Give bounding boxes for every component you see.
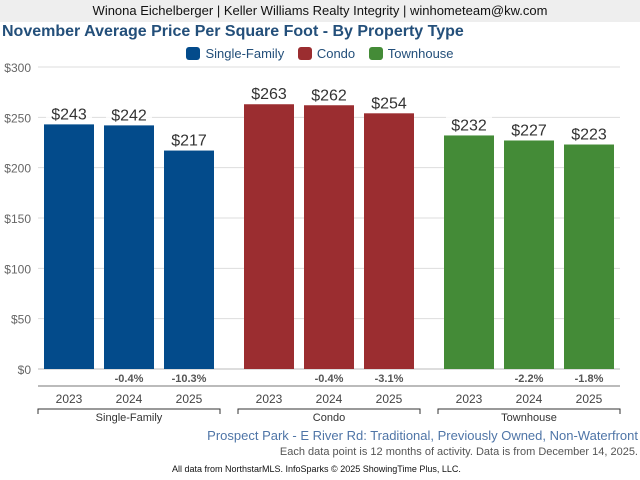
- bar-chart: $0 $50 $100 $150 $200 $250 $300 $243 2023 $242 -0.…: [4, 61, 621, 424]
- value-label-bg: [566, 122, 612, 143]
- value-label: $262: [311, 87, 347, 104]
- pct-change-label: -3.1%: [375, 373, 404, 385]
- legend-label: Condo: [316, 46, 356, 61]
- group-bracket: [237, 408, 421, 414]
- value-label-bg: [306, 83, 352, 104]
- value-label-bg: [166, 128, 212, 149]
- x-tick-label: 2025: [376, 392, 403, 406]
- y-tick-label: $100: [4, 262, 31, 276]
- y-tick-label: $0: [18, 363, 32, 377]
- chart-subtitle: Prospect Park - E River Rd: Traditional,…: [207, 428, 638, 443]
- bar: [244, 104, 294, 369]
- legend-label: Townhouse: [387, 46, 454, 61]
- y-tick-label: $50: [11, 313, 31, 327]
- group-bracket: [437, 408, 621, 414]
- bar: [104, 125, 154, 370]
- x-tick-label: 2024: [516, 392, 543, 406]
- x-tick-label: 2023: [256, 392, 283, 406]
- x-tick-label: 2025: [576, 392, 603, 406]
- bar: [304, 105, 354, 370]
- value-label: $243: [51, 106, 87, 123]
- bar: [44, 124, 94, 369]
- value-label: $217: [171, 133, 207, 150]
- group-label: Townhouse: [501, 412, 557, 424]
- pct-change-label: -2.2%: [515, 373, 544, 385]
- bar: [564, 144, 614, 369]
- footer-credit: All data from NorthstarMLS. InfoSparks ©…: [172, 464, 461, 474]
- y-tick-label: $250: [4, 111, 31, 125]
- chart-title: November Average Price Per Square Foot -…: [2, 23, 464, 40]
- legend-swatch-single-family: [186, 47, 201, 60]
- value-label: $263: [251, 86, 287, 103]
- agent-header-bar: Winona Eichelberger | Keller Williams Re…: [0, 0, 640, 22]
- x-tick-label: 2023: [56, 392, 83, 406]
- bar: [444, 135, 494, 369]
- legend-label: Single-Family: [205, 46, 285, 61]
- value-label-bg: [246, 82, 292, 103]
- value-label: $242: [111, 107, 147, 124]
- value-label-bg: [366, 91, 412, 112]
- bar: [164, 150, 214, 369]
- x-tick-label: 2025: [176, 392, 203, 406]
- pct-change-label: -1.8%: [575, 373, 604, 385]
- pct-change-label: -10.3%: [172, 373, 207, 385]
- y-tick-label: $150: [4, 212, 31, 226]
- x-tick-label: 2024: [316, 392, 343, 406]
- legend-item-single-family[interactable]: Single-Family: [186, 46, 284, 61]
- legend-swatch-townhouse: [368, 47, 383, 60]
- legend-swatch-condo: [297, 47, 312, 60]
- value-label-bg: [106, 103, 152, 124]
- value-label-bg: [506, 118, 552, 139]
- value-label: $232: [451, 117, 487, 134]
- group-label: Condo: [313, 412, 345, 424]
- chart-legend: Single-Family Condo Townhouse: [0, 46, 640, 63]
- legend-item-condo[interactable]: Condo: [297, 46, 356, 61]
- y-tick-label: $200: [4, 162, 31, 176]
- group-label: Single-Family: [96, 412, 163, 424]
- value-label: $223: [571, 127, 607, 144]
- value-label: $254: [371, 95, 407, 112]
- bar: [504, 140, 554, 369]
- y-tick-label: $300: [4, 61, 31, 75]
- x-tick-label: 2023: [456, 392, 483, 406]
- value-label-bg: [46, 102, 92, 123]
- pct-change-label: -0.4%: [315, 373, 344, 385]
- value-label-bg: [446, 113, 492, 134]
- data-note: Each data point is 12 months of activity…: [279, 446, 638, 458]
- x-tick-label: 2024: [116, 392, 143, 406]
- bar: [364, 113, 414, 369]
- pct-change-label: -0.4%: [115, 373, 144, 385]
- legend-item-townhouse[interactable]: Townhouse: [368, 46, 454, 61]
- group-bracket: [37, 408, 221, 414]
- value-label: $227: [511, 122, 547, 139]
